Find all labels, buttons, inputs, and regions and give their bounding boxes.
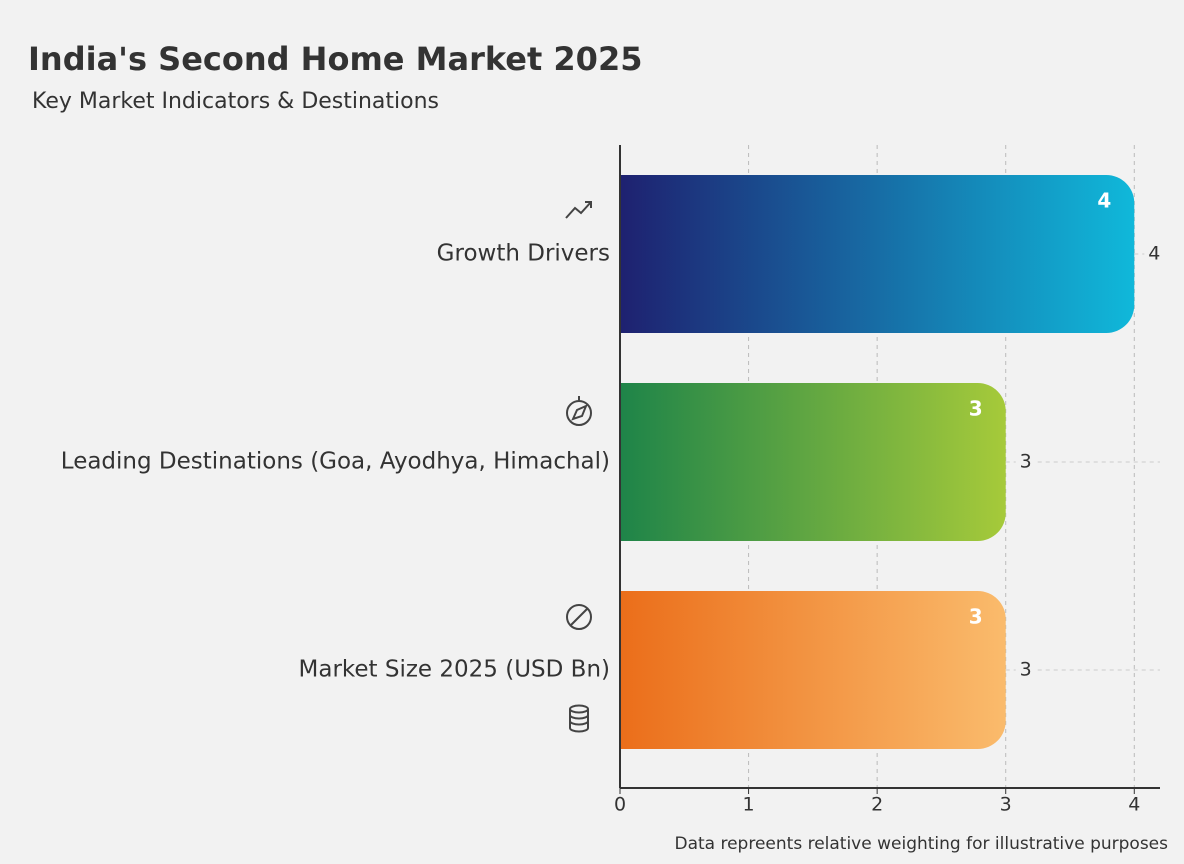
compass-needle [570,608,588,626]
x-tick-label: 1 [743,794,755,816]
x-tick-label: 2 [871,794,883,816]
bar-outer-label: 4 [1148,243,1160,265]
outer-label-bg [1015,450,1036,474]
bar-outer-label: 3 [1020,659,1032,681]
y-tick-label: Growth Drivers [437,241,610,267]
bar-inner-label: 3 [969,397,983,421]
x-tick-label: 4 [1128,794,1140,816]
outer-label-bg [1015,658,1036,682]
x-tick-label: 3 [1000,794,1012,816]
bar [620,591,1006,749]
bar-inner-label: 3 [969,605,983,629]
bar-inner-label: 4 [1097,189,1111,213]
y-tick-label: Market Size 2025 (USD Bn) [299,657,611,683]
bar [620,383,1006,541]
icons [565,201,592,733]
bar [620,175,1135,333]
footnote: Data repreents relative weighting for il… [674,834,1168,854]
compass-needle [571,396,588,421]
compass-icon [566,604,592,630]
database-icon [569,704,589,733]
outer-label-bg [1144,242,1165,266]
y-tick-label: Leading Destinations (Goa, Ayodhya, Hima… [61,449,610,475]
x-tick-label: 0 [614,794,626,816]
trend-icon [565,201,592,219]
bar-outer-label: 3 [1020,451,1032,473]
chart-subtitle: Key Market Indicators & Destinations [32,89,439,114]
chart-title: India's Second Home Market 2025 [28,40,642,78]
